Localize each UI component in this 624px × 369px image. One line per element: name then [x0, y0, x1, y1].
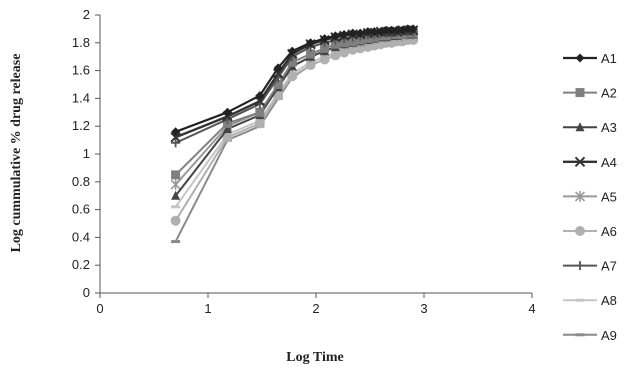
y-tick-label: 1.4 — [72, 90, 90, 105]
y-tick-label: 0 — [83, 285, 90, 300]
y-axis-label: Log cummulative % drug release — [9, 54, 24, 253]
y-tick-label: 0.6 — [72, 202, 90, 217]
data-point-A1 — [255, 91, 265, 101]
data-point-A1 — [355, 28, 365, 38]
legend-label: A3 — [601, 120, 617, 135]
series-A6 — [170, 35, 419, 226]
data-point-A6 — [305, 60, 316, 71]
legend-marker — [574, 190, 586, 202]
chart-axes — [95, 14, 533, 298]
legend-item-A2: A2 — [563, 86, 617, 101]
data-point-A6 — [347, 44, 358, 55]
data-point-A6 — [273, 90, 284, 101]
data-point-A8 — [171, 205, 181, 209]
data-point-A1 — [339, 29, 349, 39]
data-point-A1 — [363, 27, 373, 37]
data-point-A1 — [222, 107, 232, 117]
y-tick-label: 1.2 — [72, 118, 90, 133]
data-point-A1 — [408, 24, 418, 34]
data-point-A9 — [171, 240, 181, 244]
data-point-A1 — [392, 25, 402, 35]
legend-marker — [575, 53, 585, 63]
data-point-A1 — [320, 34, 330, 44]
legend-marker — [575, 333, 585, 337]
legend-item-A1: A1 — [563, 51, 617, 66]
legend-label: A2 — [601, 86, 617, 101]
y-tick-label: 2 — [83, 7, 90, 22]
data-point-A1 — [387, 25, 397, 35]
legend-marker — [575, 298, 585, 302]
data-point-A1 — [403, 24, 413, 34]
data-point-A1 — [381, 25, 391, 35]
legend-item-A6: A6 — [563, 224, 617, 239]
data-point-A1 — [171, 127, 181, 137]
legend-label: A8 — [601, 293, 617, 308]
x-tick-label: 1 — [204, 301, 211, 316]
legend-label: A6 — [601, 224, 617, 239]
legend-label: A1 — [601, 51, 617, 66]
legend-item-A9: A9 — [563, 328, 617, 343]
x-axis-label: Log Time — [286, 350, 343, 365]
x-tick-label: 4 — [528, 301, 535, 316]
legend-item-A3: A3 — [563, 120, 617, 135]
data-point-A7 — [171, 138, 181, 148]
data-point-A6 — [319, 54, 330, 65]
x-tick-label: 2 — [312, 301, 319, 316]
data-point-A2 — [306, 49, 316, 59]
legend-marker — [575, 122, 585, 132]
y-tick-label: 0.2 — [72, 257, 90, 272]
y-tick-label: 0.8 — [72, 174, 90, 189]
chart-series — [170, 24, 419, 244]
legend-marker — [575, 88, 585, 98]
legend-label: A9 — [601, 328, 617, 343]
data-point-A2 — [287, 57, 297, 67]
y-tick-label: 0.4 — [72, 229, 90, 244]
chart-tick-labels: 0 0.2 0.4 0.6 0.8 1 1.2 1.4 1.6 1.8 2 0 1 2 3 4 — [72, 7, 536, 316]
data-point-A1 — [348, 28, 358, 38]
legend-item-A5: A5 — [563, 189, 617, 204]
data-point-A2 — [320, 43, 330, 53]
legend-label: A4 — [601, 155, 617, 170]
data-point-A6 — [355, 43, 366, 54]
data-point-A1 — [273, 63, 283, 73]
data-point-A4 — [170, 132, 181, 143]
data-point-A6 — [222, 132, 233, 143]
data-point-A2 — [171, 170, 181, 180]
legend-item-A8: A8 — [563, 293, 617, 308]
legend-marker — [575, 261, 585, 271]
legend-label: A7 — [601, 259, 617, 274]
data-point-A5 — [170, 179, 181, 191]
x-tick-label: 3 — [420, 301, 427, 316]
data-point-A2 — [273, 80, 283, 89]
data-point-A6 — [170, 215, 181, 226]
y-tick-label: 1.6 — [72, 63, 90, 78]
legend-item-A4: A4 — [563, 155, 617, 170]
series-A1 — [171, 24, 418, 137]
data-point-A2 — [255, 107, 265, 117]
y-tick-label: 1.8 — [72, 35, 90, 50]
data-point-A1 — [330, 31, 340, 41]
data-point-A3 — [222, 123, 232, 133]
data-point-A1 — [306, 38, 316, 48]
legend-marker — [574, 156, 586, 168]
data-point-A1 — [287, 46, 297, 56]
series-line-A2 — [174, 32, 414, 176]
chart-legend: A1 A2 A3 A4 A5 A6 A7 A8 A9 — [563, 51, 617, 343]
legend-label: A5 — [601, 189, 617, 204]
data-point-A6 — [287, 71, 298, 82]
data-point-A6 — [330, 50, 341, 61]
data-point-A1 — [369, 27, 379, 37]
legend-marker — [575, 226, 585, 236]
legend-item-A7: A7 — [563, 259, 617, 274]
data-point-A3 — [171, 190, 181, 200]
data-point-A6 — [254, 118, 265, 129]
x-tick-label: 0 — [96, 301, 103, 316]
y-tick-label: 1 — [83, 146, 90, 161]
data-point-A6 — [339, 47, 350, 58]
